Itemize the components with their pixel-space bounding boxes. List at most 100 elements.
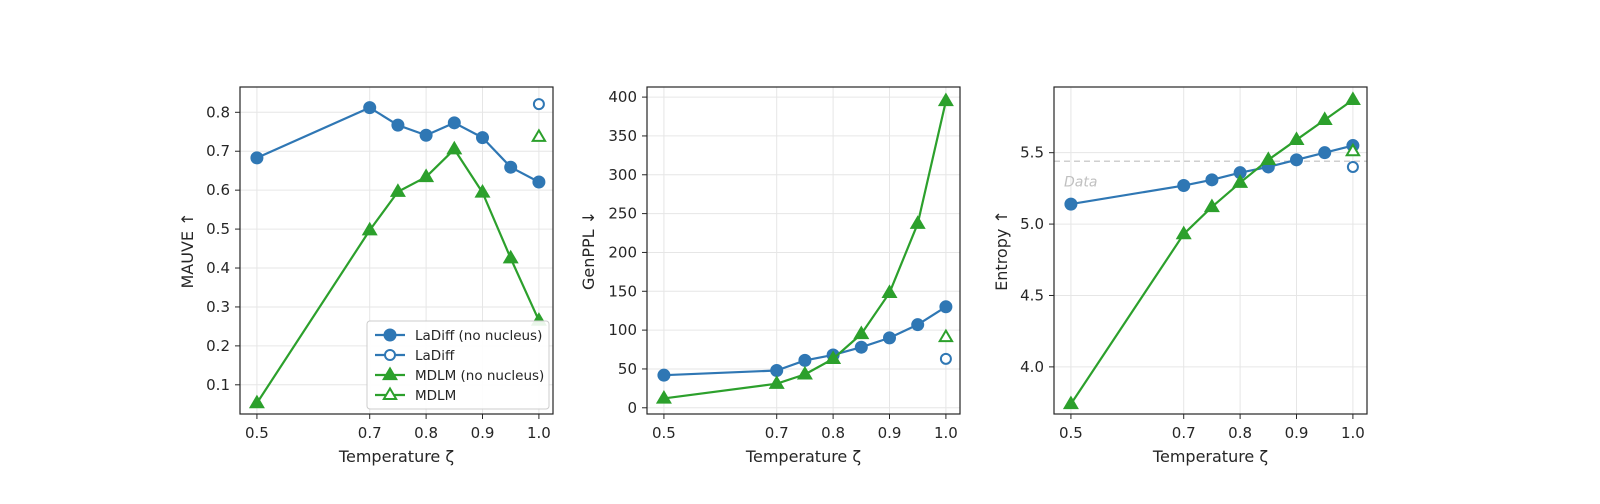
y-tick-label: 0.5	[206, 220, 230, 238]
series-line	[663, 100, 947, 400]
data-point	[1232, 174, 1249, 188]
x-tick-label: 1.0	[527, 424, 551, 442]
data-point	[881, 284, 898, 298]
x-tick-label: 0.9	[471, 424, 495, 442]
y-tick-label: 300	[608, 166, 637, 184]
y-tick-label: 200	[608, 243, 637, 261]
data-point	[1064, 197, 1078, 211]
legend: LaDiff (no nucleus) LaDiff MDLM (no nucleu…	[366, 320, 550, 410]
data-point	[389, 183, 406, 197]
data-point	[796, 365, 813, 380]
y-tick-label: 5.0	[1020, 215, 1044, 233]
data-point	[446, 140, 463, 155]
data-point	[825, 350, 842, 365]
y-tick-label: 0.6	[206, 181, 230, 199]
data-point	[909, 215, 926, 229]
series-mdlm-no-nucleus	[655, 92, 954, 404]
gridlines	[1054, 87, 1367, 414]
x-tick-label: 0.8	[821, 424, 845, 442]
series-mdlm-no-nucleus	[1062, 91, 1361, 410]
data-point	[883, 331, 897, 345]
x-axis-title: Temperature ζ	[338, 447, 454, 466]
x-tick-label: 0.5	[652, 424, 676, 442]
series-layer	[655, 92, 954, 404]
y-axis-title: MAUVE ↑	[178, 212, 197, 288]
data-point	[391, 118, 405, 132]
data-point	[250, 151, 264, 165]
y-tick-label: 5.5	[1020, 144, 1044, 162]
data-point	[504, 160, 518, 174]
legend-marker	[382, 366, 398, 381]
data-point	[1290, 153, 1304, 167]
data-point	[1260, 151, 1277, 165]
data-point	[770, 364, 784, 378]
y-tick-label: 0.4	[206, 259, 230, 277]
plot-area	[1054, 87, 1367, 414]
y-tick-label: 400	[608, 88, 637, 106]
legend-entry: MDLM (no nucleus)	[375, 366, 544, 384]
x-tick-label: 0.9	[878, 424, 902, 442]
legend-entry: LaDiff	[375, 348, 455, 364]
data-point	[532, 175, 546, 189]
axes-frame	[1053, 86, 1368, 415]
data-point	[530, 128, 547, 142]
data-point	[1344, 142, 1361, 157]
data-point	[1175, 225, 1192, 240]
axes-frame	[239, 86, 554, 415]
data-point	[657, 368, 671, 382]
x-axis-title: Temperature ζ	[1152, 447, 1268, 466]
legend-marker	[382, 386, 398, 401]
y-tick-label: 0	[627, 399, 637, 417]
series-layer	[1062, 91, 1361, 410]
data-point	[502, 249, 519, 264]
data-point	[1318, 146, 1332, 160]
x-tick-label: 0.8	[1228, 424, 1252, 442]
chart-panel-1: 0.5 0.7 0.8 0.9 1.0 0.1 0.2 0.3 0.4 0.5 0.6 0.7 0.8 T…	[178, 86, 554, 466]
y-tick-label: 250	[608, 205, 637, 223]
data-point	[939, 352, 952, 365]
x-tick-label: 0.9	[1285, 424, 1309, 442]
data-point	[854, 340, 868, 354]
y-tick-label: 50	[618, 360, 637, 378]
data-point	[655, 389, 672, 404]
data-point	[937, 92, 954, 107]
legend-entry: MDLM	[375, 386, 456, 404]
data-point	[476, 131, 490, 145]
legend-marker	[383, 328, 397, 342]
data-point	[937, 328, 954, 343]
x-tick-label: 0.7	[358, 424, 382, 442]
y-tick-label: 0.1	[206, 376, 230, 394]
data-point	[1344, 91, 1361, 106]
y-tick-label: 0.7	[206, 142, 230, 160]
data-point	[1177, 179, 1191, 193]
data-point	[363, 101, 377, 115]
series-ladiff-no-nucleus	[250, 101, 546, 189]
reference-line-label: Data	[1064, 174, 1097, 190]
x-tick-label: 1.0	[934, 424, 958, 442]
x-tick-label: 0.5	[1059, 424, 1083, 442]
legend-box	[366, 320, 550, 410]
legend-label: MDLM (no nucleus)	[415, 368, 544, 384]
y-tick-label: 0.8	[206, 103, 230, 121]
series-mdlm	[530, 128, 547, 142]
legend-label: MDLM	[415, 388, 456, 404]
series-ladiff	[532, 98, 545, 111]
data-point	[419, 128, 433, 142]
y-tick-label: 100	[608, 321, 637, 339]
y-tick-label: 0.2	[206, 337, 230, 355]
data-point	[853, 325, 870, 340]
legend-label: LaDiff (no nucleus)	[415, 328, 542, 344]
legend-label: LaDiff	[415, 348, 455, 364]
data-point	[1062, 395, 1079, 410]
series-ladiff-no-nucleus	[657, 300, 953, 382]
series-mdlm	[1344, 142, 1361, 157]
data-point	[447, 116, 461, 130]
data-point	[248, 394, 265, 409]
data-point	[1288, 131, 1305, 145]
series-mdlm	[937, 328, 954, 343]
chart-panel-3: Data 0.5 0.7 0.8 0.9 1.0 4.0 4.5 5.0 5.5 Temperatu…	[992, 86, 1368, 466]
axes-frame	[646, 86, 961, 415]
data-point	[474, 184, 491, 198]
x-tick-label: 0.8	[414, 424, 438, 442]
data-point	[939, 300, 953, 314]
